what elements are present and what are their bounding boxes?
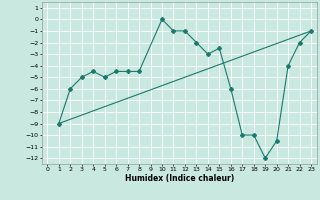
X-axis label: Humidex (Indice chaleur): Humidex (Indice chaleur) <box>124 174 234 183</box>
